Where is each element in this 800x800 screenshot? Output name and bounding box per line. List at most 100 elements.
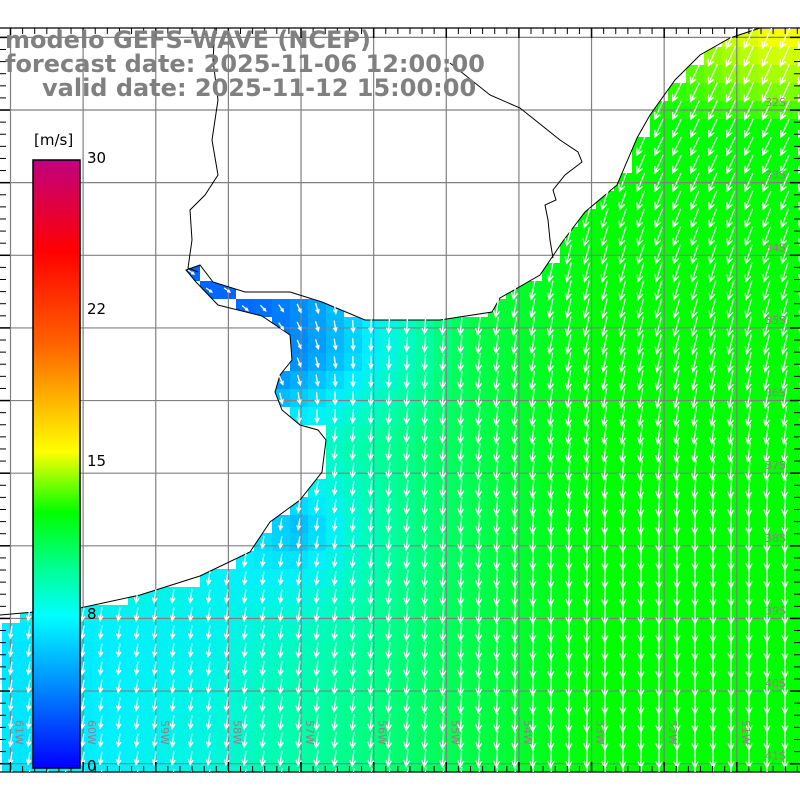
wind-arrow xyxy=(689,82,700,103)
wind-arrow xyxy=(690,298,699,319)
wind-arrow xyxy=(691,496,699,518)
wind-arrow xyxy=(439,569,447,588)
wind-cell xyxy=(794,155,800,173)
wind-arrow xyxy=(259,304,267,312)
wind-arrow xyxy=(457,461,465,481)
wind-arrow xyxy=(205,643,212,659)
wind-arrow xyxy=(259,750,266,767)
wind-arrow xyxy=(529,622,537,643)
wind-arrow xyxy=(7,715,14,730)
wind-arrow xyxy=(457,317,465,337)
wind-arrow xyxy=(600,442,609,464)
wind-arrow xyxy=(295,553,302,568)
wind-arrow xyxy=(655,514,663,536)
wind-arrow xyxy=(583,550,591,572)
wind-arrow xyxy=(259,696,266,713)
wind-arrow xyxy=(385,426,393,444)
wind-arrow xyxy=(618,460,627,482)
wind-arrow xyxy=(654,172,664,193)
wind-arrow xyxy=(510,316,519,337)
wind-arrow xyxy=(260,535,266,550)
wind-arrow xyxy=(403,695,411,714)
wind-arrow xyxy=(690,190,700,211)
wind-arrow xyxy=(223,661,230,677)
wind-arrow xyxy=(475,551,483,571)
wind-arrow xyxy=(367,480,374,497)
wind-arrow xyxy=(673,478,681,500)
wind-arrow xyxy=(492,298,501,319)
wind-arrow xyxy=(637,496,645,518)
wind-arrow xyxy=(403,354,410,371)
wind-arrow xyxy=(421,354,429,372)
river-border-line xyxy=(187,27,219,273)
wind-arrow xyxy=(707,100,718,121)
wind-arrow xyxy=(511,496,519,517)
wind-arrow xyxy=(779,28,791,50)
wind-arrow xyxy=(762,190,772,211)
wind-arrow xyxy=(547,496,555,517)
wind-arrow xyxy=(744,208,754,229)
wind-arrow xyxy=(640,766,642,772)
wind-arrow xyxy=(403,497,411,516)
wind-arrow xyxy=(385,355,392,371)
wind-arrow xyxy=(762,244,771,265)
wind-arrow xyxy=(564,226,573,247)
wind-arrow xyxy=(439,731,447,751)
wind-arrow xyxy=(187,643,194,659)
wind-arrow xyxy=(349,552,356,569)
wind-arrow xyxy=(708,280,717,301)
wind-arrow xyxy=(744,298,753,319)
wind-arrow xyxy=(636,244,645,265)
wind-arrow xyxy=(619,514,627,536)
wind-arrow xyxy=(654,460,663,482)
wind-cell xyxy=(794,353,800,371)
wind-arrow xyxy=(510,388,519,409)
wind-arrow xyxy=(744,424,753,446)
wind-arrow xyxy=(726,316,735,337)
wind-arrow xyxy=(565,532,573,554)
wind-arrow xyxy=(475,533,483,553)
wind-arrow xyxy=(296,409,302,424)
wind-arrow xyxy=(367,516,374,533)
wind-arrow xyxy=(529,694,537,715)
wind-arrow xyxy=(475,731,483,751)
wind-arrow xyxy=(781,496,789,518)
wind-arrow xyxy=(582,244,591,265)
wind-arrow xyxy=(528,370,537,391)
wind-arrow xyxy=(779,100,790,121)
wind-arrow xyxy=(744,262,753,283)
wind-arrow xyxy=(780,316,789,337)
wind-arrow xyxy=(97,625,104,640)
wind-cell xyxy=(794,407,800,425)
wind-arrow xyxy=(761,63,773,86)
wind-arrow xyxy=(744,136,754,157)
wind-arrow xyxy=(349,570,356,587)
wind-arrow xyxy=(798,292,800,301)
wind-arrow xyxy=(690,442,699,464)
wind-arrow xyxy=(187,625,194,641)
wind-arrow xyxy=(583,658,591,680)
wind-arrow xyxy=(349,660,356,678)
wind-arrow xyxy=(367,588,374,606)
wind-arrow xyxy=(564,316,572,337)
wind-cell xyxy=(56,767,74,772)
wind-arrow xyxy=(385,570,393,588)
wind-arrow xyxy=(349,426,356,443)
wind-arrow xyxy=(457,605,465,625)
wind-arrow xyxy=(205,697,212,713)
wind-arrow xyxy=(529,478,537,499)
wind-arrow xyxy=(564,298,572,319)
wind-arrow xyxy=(743,63,755,86)
wind-cell xyxy=(128,767,146,772)
wind-arrow xyxy=(133,715,140,730)
wind-arrow xyxy=(7,661,14,676)
wind-cell xyxy=(794,461,800,479)
wind-arrow xyxy=(349,462,356,479)
wind-arrow xyxy=(277,624,284,641)
wind-arrow xyxy=(654,388,662,410)
wind-arrow xyxy=(743,45,755,68)
wind-arrow xyxy=(673,496,681,518)
wind-arrow xyxy=(565,514,573,536)
wind-arrow xyxy=(600,316,608,338)
wind-arrow xyxy=(672,154,682,175)
